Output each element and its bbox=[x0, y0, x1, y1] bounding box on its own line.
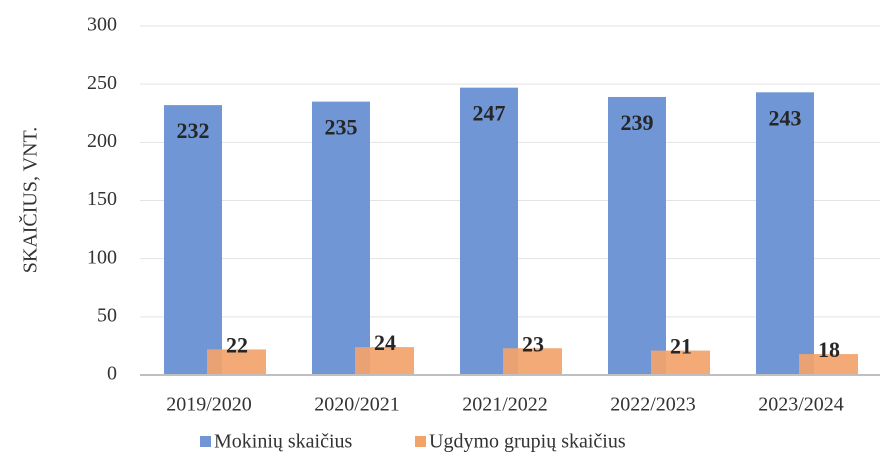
value-label: 22 bbox=[226, 332, 248, 357]
y-tick-label: 150 bbox=[87, 188, 117, 210]
y-tick-label: 200 bbox=[87, 130, 117, 152]
value-label: 243 bbox=[769, 105, 802, 130]
y-axis-label: SKAIČIUS, VNT. bbox=[18, 127, 42, 274]
bar bbox=[312, 101, 370, 375]
x-tick-label: 2020/2021 bbox=[314, 394, 400, 416]
legend-swatch bbox=[200, 436, 211, 447]
x-tick-label: 2019/2020 bbox=[166, 394, 252, 416]
y-tick-label: 0 bbox=[107, 363, 117, 385]
bar bbox=[460, 87, 518, 375]
value-label: 232 bbox=[177, 118, 210, 143]
value-label: 21 bbox=[670, 334, 692, 359]
y-tick-label: 100 bbox=[87, 246, 117, 268]
x-tick-label: 2022/2023 bbox=[610, 394, 696, 416]
value-label: 23 bbox=[522, 331, 544, 356]
bar bbox=[799, 354, 858, 375]
legend-label: Ugdymo grupių skaičius bbox=[429, 431, 626, 453]
bar bbox=[503, 348, 562, 375]
y-tick-label: 300 bbox=[87, 14, 117, 36]
value-label: 24 bbox=[374, 330, 396, 355]
value-label: 235 bbox=[325, 115, 358, 140]
legend-label: Mokinių skaičius bbox=[214, 431, 353, 453]
bar bbox=[756, 92, 814, 375]
x-tick-label: 2023/2024 bbox=[758, 394, 844, 416]
value-label: 18 bbox=[818, 337, 840, 362]
y-tick-label: 250 bbox=[87, 72, 117, 94]
bar bbox=[355, 347, 414, 375]
value-label: 239 bbox=[621, 110, 654, 135]
value-label: 247 bbox=[473, 101, 506, 126]
bar bbox=[164, 105, 222, 376]
bar bbox=[608, 96, 666, 376]
legend-swatch bbox=[415, 436, 426, 447]
x-tick-label: 2021/2022 bbox=[462, 394, 548, 416]
bar bbox=[207, 349, 266, 375]
bar bbox=[651, 350, 710, 375]
y-tick-label: 50 bbox=[97, 304, 117, 326]
